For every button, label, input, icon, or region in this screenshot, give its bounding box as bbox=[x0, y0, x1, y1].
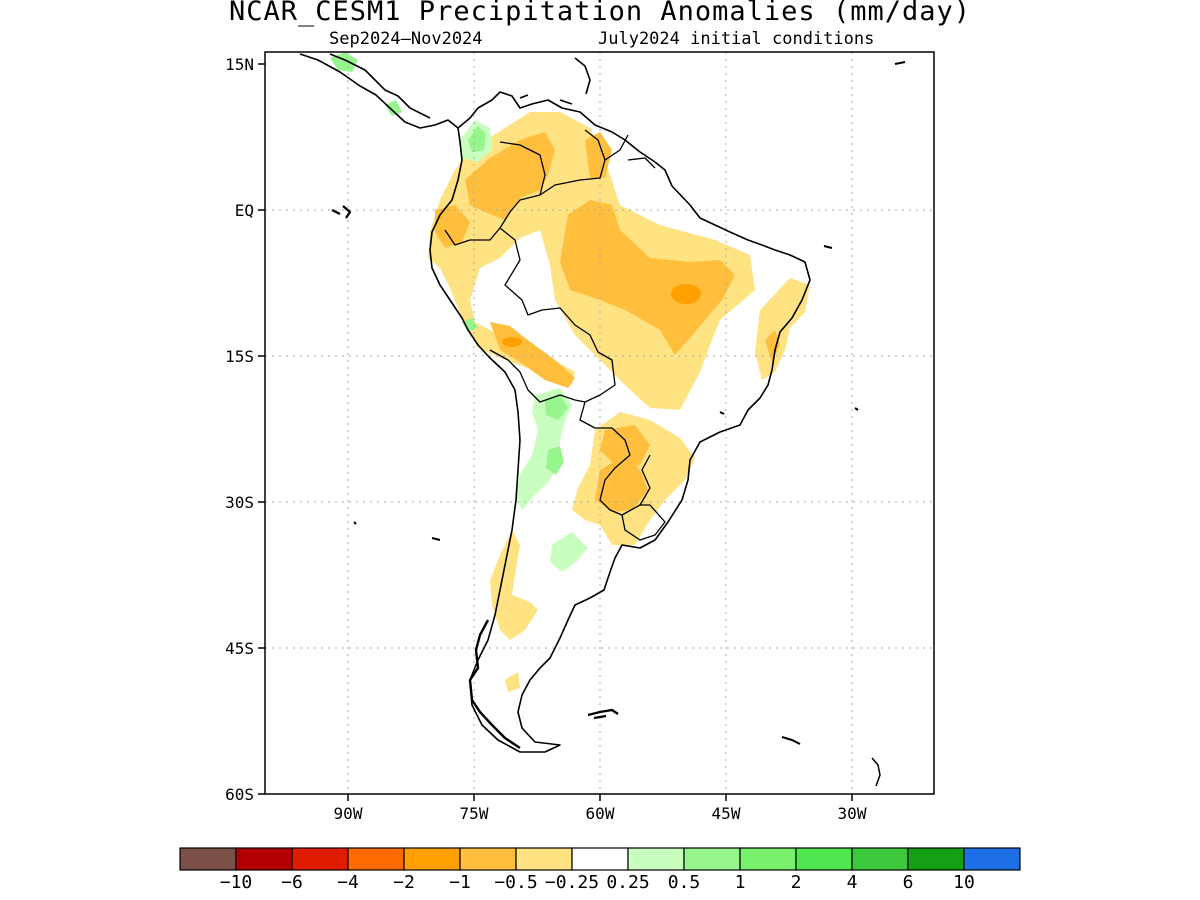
colorbar-label: −4 bbox=[337, 872, 359, 893]
colorbar-swatch bbox=[683, 847, 741, 871]
lon-tick-label: 30W bbox=[838, 804, 867, 823]
uruguay-border bbox=[621, 504, 666, 541]
colorbar-swatch bbox=[515, 847, 573, 871]
lat-tick-label: 15S bbox=[225, 347, 254, 366]
chart-title: NCAR_CESM1 Precipitation Anomalies (mm/d… bbox=[229, 0, 971, 27]
colorbar-label: −2 bbox=[393, 872, 415, 893]
lat-tick-label: 15N bbox=[225, 55, 254, 74]
colorbar-label: −10 bbox=[220, 872, 253, 893]
colorbar-swatch bbox=[907, 847, 965, 871]
colorbar-swatch bbox=[459, 847, 517, 871]
wet-anomaly-argentina-core1 bbox=[545, 395, 568, 420]
colorbar-swatch bbox=[347, 847, 405, 871]
chile-fjords bbox=[468, 619, 521, 749]
colorbar-label: 2 bbox=[791, 872, 802, 893]
lat-tick-label: 30S bbox=[225, 493, 254, 512]
colorbar-swatch bbox=[291, 847, 349, 871]
chart-subtitle-init: July2024 initial conditions bbox=[598, 29, 875, 49]
dry-anomaly-chile bbox=[490, 530, 538, 640]
lat-tick-label: 45S bbox=[225, 639, 254, 658]
lon-tick-labels: 90W 75W 60W 45W 30W bbox=[334, 804, 867, 823]
wet-anomaly-argentina-core2 bbox=[546, 446, 564, 475]
colorbar-swatch bbox=[235, 847, 293, 871]
lon-tick-label: 60W bbox=[586, 804, 615, 823]
dry-anomaly-guianas-core bbox=[585, 132, 612, 178]
south-georgia bbox=[781, 736, 801, 745]
dry-anomaly-brazil-core bbox=[560, 200, 735, 355]
colorbar-label: −6 bbox=[281, 872, 303, 893]
colorbar bbox=[179, 847, 1021, 871]
lon-tick-label: 90W bbox=[334, 804, 363, 823]
dry-anomaly-patagonia bbox=[505, 672, 520, 692]
wet-anomaly-central-argentina bbox=[550, 532, 588, 572]
colorbar-label: 0.5 bbox=[668, 872, 701, 893]
colorbar-swatch bbox=[963, 847, 1021, 871]
lat-tick-labels: 15N EQ 15S 30S 45S 60S bbox=[225, 55, 254, 804]
chart-subtitle-period: Sep2024–Nov2024 bbox=[329, 29, 483, 49]
lon-tick-label: 75W bbox=[460, 804, 489, 823]
country-borders bbox=[444, 129, 656, 516]
lat-tick-label: 60S bbox=[225, 785, 254, 804]
tick-marks bbox=[258, 63, 853, 801]
colorbar-label: 10 bbox=[953, 872, 975, 893]
dry-anomaly-paraguay-core bbox=[600, 425, 650, 468]
dry-anomaly-venezuela-core bbox=[465, 132, 555, 220]
dry-anomaly-uruguay-core bbox=[595, 455, 648, 512]
coastlines bbox=[299, 53, 906, 787]
lon-tick-label: 45W bbox=[712, 804, 741, 823]
anomaly-fields bbox=[330, 52, 810, 692]
central-america-north-coast bbox=[329, 53, 431, 119]
wet-anomaly-peru-coast bbox=[462, 318, 478, 332]
colorbar-swatch bbox=[571, 847, 629, 871]
dry-anomaly-ecuador-core bbox=[435, 205, 470, 248]
colorbar-label: 6 bbox=[903, 872, 914, 893]
wet-anomaly-panama bbox=[385, 100, 402, 116]
sandwich-islands bbox=[871, 757, 881, 787]
colorbar-swatch bbox=[851, 847, 909, 871]
colorbar-swatch bbox=[739, 847, 797, 871]
colorbar-label: 0.25 bbox=[606, 872, 649, 893]
galapagos bbox=[331, 205, 352, 219]
colorbar-label: −0.25 bbox=[545, 872, 599, 893]
caribbean-islands bbox=[519, 57, 591, 105]
wet-anomaly-colombia-core bbox=[468, 126, 486, 152]
lat-tick-label: EQ bbox=[235, 201, 254, 220]
falklands bbox=[587, 708, 619, 720]
colorbar-label: 1 bbox=[735, 872, 746, 893]
atlantic-islets bbox=[353, 61, 906, 541]
colorbar-swatch bbox=[627, 847, 685, 871]
dry-anomaly-ne-core bbox=[765, 330, 780, 362]
colorbar-labels: −10 −6 −4 −2 −1 −0.5 −0.25 0.25 0.5 1 2 4 6 10 bbox=[220, 872, 975, 893]
central-america-coast bbox=[299, 53, 459, 129]
colorbar-swatch bbox=[179, 847, 237, 871]
south-america-outline bbox=[429, 91, 811, 753]
colorbar-label: 4 bbox=[847, 872, 858, 893]
colorbar-label: −0.5 bbox=[494, 872, 537, 893]
dry-anomaly-brazil-max bbox=[671, 284, 701, 304]
colorbar-swatch bbox=[403, 847, 461, 871]
grid-lines bbox=[265, 52, 934, 794]
dry-anomaly-peru-max bbox=[502, 337, 522, 347]
colorbar-swatch bbox=[795, 847, 853, 871]
colorbar-label: −1 bbox=[449, 872, 471, 893]
